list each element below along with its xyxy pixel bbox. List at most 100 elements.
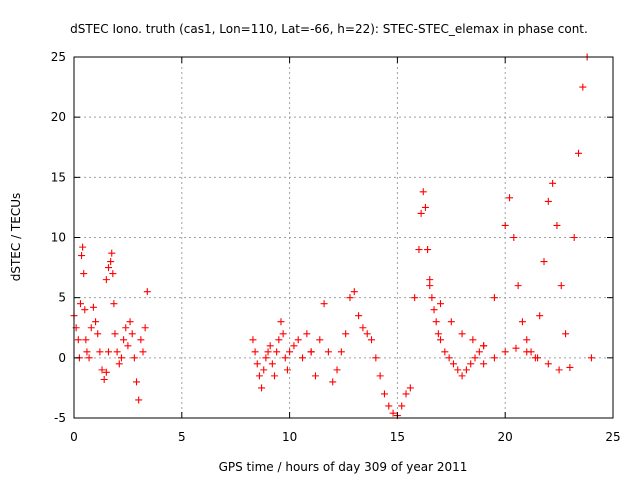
data-point xyxy=(501,348,509,356)
data-point xyxy=(432,318,440,326)
data-point xyxy=(96,348,104,356)
x-tick-label: 10 xyxy=(282,430,297,444)
data-point xyxy=(363,330,371,338)
data-point xyxy=(286,348,294,356)
data-point xyxy=(124,342,132,350)
data-point xyxy=(122,324,130,332)
data-point xyxy=(540,258,548,266)
data-point xyxy=(283,366,291,374)
data-point xyxy=(139,348,147,356)
series-cluster-late-1 xyxy=(411,188,488,380)
data-point xyxy=(454,366,462,374)
data-point xyxy=(130,354,138,362)
data-point xyxy=(579,83,587,91)
data-point xyxy=(350,288,358,296)
x-tick-label: 20 xyxy=(498,430,513,444)
x-tick-label: 25 xyxy=(605,430,620,444)
x-tick-label: 5 xyxy=(178,430,186,444)
data-point xyxy=(110,300,118,308)
data-point xyxy=(108,249,116,257)
data-point xyxy=(94,330,102,338)
series-cluster-mid-2 xyxy=(307,288,414,420)
data-point xyxy=(271,372,279,380)
data-point xyxy=(458,330,466,338)
data-point xyxy=(430,306,438,314)
data-point xyxy=(281,354,289,362)
data-point xyxy=(273,348,281,356)
data-point xyxy=(133,378,141,386)
data-point xyxy=(98,366,106,374)
data-point xyxy=(299,354,307,362)
data-point xyxy=(437,300,445,308)
data-point xyxy=(458,372,466,380)
data-point xyxy=(303,330,311,338)
data-point xyxy=(426,276,434,284)
data-point xyxy=(380,390,388,398)
y-tick-label: -5 xyxy=(54,411,66,425)
data-point xyxy=(120,336,128,344)
data-point xyxy=(346,294,354,302)
data-point xyxy=(536,312,544,320)
data-point xyxy=(441,348,449,356)
data-point xyxy=(421,203,429,211)
data-point xyxy=(337,348,345,356)
data-point xyxy=(260,366,268,374)
data-point xyxy=(324,348,332,356)
data-point xyxy=(143,288,151,296)
data-point xyxy=(419,188,427,196)
x-axis-label: GPS time / hours of day 309 of year 2011 xyxy=(219,460,468,474)
data-point xyxy=(406,384,414,392)
data-point xyxy=(262,354,270,362)
data-point xyxy=(80,270,88,278)
data-point xyxy=(402,390,410,398)
data-point xyxy=(501,221,509,229)
data-point xyxy=(89,303,97,311)
data-point xyxy=(385,402,393,410)
data-point xyxy=(549,179,557,187)
data-point xyxy=(510,234,518,241)
data-point xyxy=(566,363,574,371)
data-point xyxy=(82,336,90,344)
y-axis-label: dSTEC / TECUs xyxy=(9,193,23,282)
y-tick-label: 25 xyxy=(51,50,66,64)
data-point xyxy=(135,396,143,404)
data-point xyxy=(376,372,384,380)
series-cluster-late-2 xyxy=(426,179,570,362)
data-point xyxy=(417,209,425,217)
data-point xyxy=(523,348,531,356)
data-point xyxy=(415,246,423,254)
data-point xyxy=(113,348,121,356)
y-tick-label: 15 xyxy=(51,170,66,184)
data-point xyxy=(534,354,542,362)
data-point xyxy=(544,360,552,368)
data-point xyxy=(490,354,498,362)
y-tick-label: 5 xyxy=(58,291,66,305)
data-point xyxy=(255,372,263,380)
data-point xyxy=(111,330,119,338)
chart-title: dSTEC Iono. truth (cas1, Lon=110, Lat=-6… xyxy=(70,22,588,36)
data-point xyxy=(137,336,145,344)
data-point xyxy=(587,354,595,362)
data-point xyxy=(268,360,276,368)
data-point xyxy=(480,360,488,368)
data-point xyxy=(78,252,86,260)
data-point xyxy=(107,258,115,266)
data-point xyxy=(264,348,272,356)
data-point xyxy=(141,324,149,332)
data-point xyxy=(372,354,380,362)
data-point xyxy=(320,300,328,308)
data-point xyxy=(467,360,475,368)
data-point xyxy=(471,354,479,362)
data-point xyxy=(79,243,87,251)
data-point xyxy=(92,318,100,326)
data-point xyxy=(102,368,110,376)
data-point xyxy=(87,324,95,332)
data-point xyxy=(83,348,91,356)
data-point xyxy=(512,344,520,352)
data-point xyxy=(557,282,565,290)
data-point xyxy=(447,318,455,326)
data-point xyxy=(469,336,477,344)
data-point xyxy=(368,336,376,344)
data-point xyxy=(555,366,563,374)
